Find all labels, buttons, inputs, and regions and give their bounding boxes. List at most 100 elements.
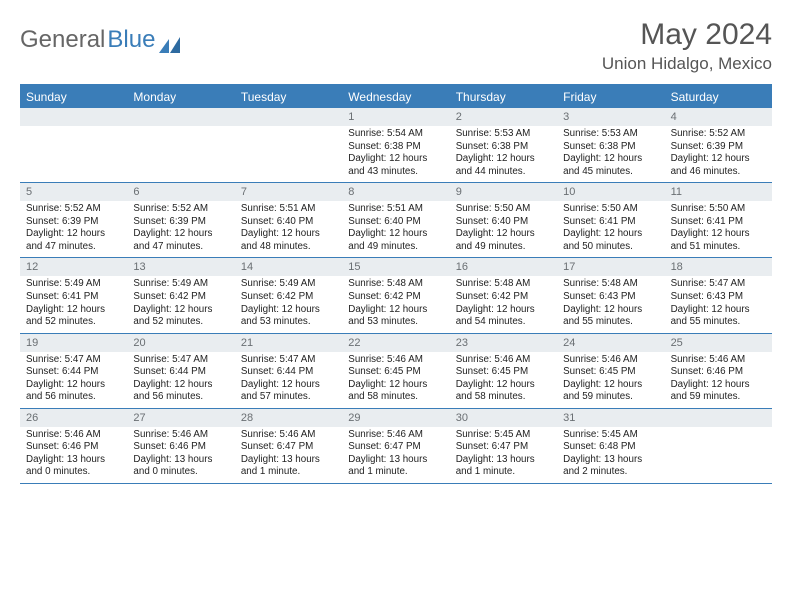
calendar-cell: 25Sunrise: 5:46 AMSunset: 6:46 PMDayligh… bbox=[665, 334, 772, 408]
sunset-line: Sunset: 6:39 PM bbox=[26, 216, 121, 229]
cell-body: Sunrise: 5:49 AMSunset: 6:42 PMDaylight:… bbox=[235, 276, 342, 332]
month-title: May 2024 bbox=[602, 18, 772, 52]
day-number: 21 bbox=[235, 334, 342, 352]
sunset-line: Sunset: 6:39 PM bbox=[133, 216, 228, 229]
daylight-line: Daylight: 12 hours and 46 minutes. bbox=[671, 153, 766, 178]
daylight-line: Daylight: 12 hours and 58 minutes. bbox=[348, 379, 443, 404]
daylight-line: Daylight: 12 hours and 57 minutes. bbox=[241, 379, 336, 404]
sunrise-line: Sunrise: 5:47 AM bbox=[26, 354, 121, 367]
calendar-cell: 16Sunrise: 5:48 AMSunset: 6:42 PMDayligh… bbox=[450, 258, 557, 332]
sunset-line: Sunset: 6:38 PM bbox=[456, 141, 551, 154]
day-number: 13 bbox=[127, 258, 234, 276]
cell-body: Sunrise: 5:48 AMSunset: 6:43 PMDaylight:… bbox=[557, 276, 664, 332]
sunrise-line: Sunrise: 5:46 AM bbox=[348, 429, 443, 442]
empty-daynum bbox=[127, 108, 234, 126]
cell-body: Sunrise: 5:46 AMSunset: 6:46 PMDaylight:… bbox=[20, 427, 127, 483]
calendar-cell: 12Sunrise: 5:49 AMSunset: 6:41 PMDayligh… bbox=[20, 258, 127, 332]
calendar-cell: 20Sunrise: 5:47 AMSunset: 6:44 PMDayligh… bbox=[127, 334, 234, 408]
day-header: Friday bbox=[557, 86, 664, 108]
daylight-line: Daylight: 12 hours and 48 minutes. bbox=[241, 228, 336, 253]
calendar-cell: 7Sunrise: 5:51 AMSunset: 6:40 PMDaylight… bbox=[235, 183, 342, 257]
daylight-line: Daylight: 12 hours and 59 minutes. bbox=[563, 379, 658, 404]
sunset-line: Sunset: 6:41 PM bbox=[26, 291, 121, 304]
cell-body: Sunrise: 5:46 AMSunset: 6:46 PMDaylight:… bbox=[127, 427, 234, 483]
day-number: 29 bbox=[342, 409, 449, 427]
sunrise-line: Sunrise: 5:48 AM bbox=[348, 278, 443, 291]
day-header: Saturday bbox=[665, 86, 772, 108]
title-block: May 2024 Union Hidalgo, Mexico bbox=[602, 18, 772, 74]
day-number: 30 bbox=[450, 409, 557, 427]
day-number: 17 bbox=[557, 258, 664, 276]
sunrise-line: Sunrise: 5:46 AM bbox=[456, 354, 551, 367]
calendar-cell: 3Sunrise: 5:53 AMSunset: 6:38 PMDaylight… bbox=[557, 108, 664, 182]
sunset-line: Sunset: 6:42 PM bbox=[241, 291, 336, 304]
cell-body: Sunrise: 5:46 AMSunset: 6:47 PMDaylight:… bbox=[235, 427, 342, 483]
brand-part2: Blue bbox=[107, 26, 155, 54]
day-number: 3 bbox=[557, 108, 664, 126]
sunset-line: Sunset: 6:40 PM bbox=[348, 216, 443, 229]
day-number: 16 bbox=[450, 258, 557, 276]
sunset-line: Sunset: 6:38 PM bbox=[563, 141, 658, 154]
sunrise-line: Sunrise: 5:47 AM bbox=[133, 354, 228, 367]
sunrise-line: Sunrise: 5:51 AM bbox=[348, 203, 443, 216]
day-number: 23 bbox=[450, 334, 557, 352]
daylight-line: Daylight: 12 hours and 55 minutes. bbox=[671, 304, 766, 329]
sunrise-line: Sunrise: 5:45 AM bbox=[563, 429, 658, 442]
sunset-line: Sunset: 6:42 PM bbox=[348, 291, 443, 304]
cell-body: Sunrise: 5:53 AMSunset: 6:38 PMDaylight:… bbox=[557, 126, 664, 182]
brand-part1: General bbox=[20, 26, 105, 54]
day-number: 28 bbox=[235, 409, 342, 427]
day-number: 5 bbox=[20, 183, 127, 201]
sunrise-line: Sunrise: 5:46 AM bbox=[348, 354, 443, 367]
sunset-line: Sunset: 6:40 PM bbox=[241, 216, 336, 229]
daylight-line: Daylight: 12 hours and 56 minutes. bbox=[26, 379, 121, 404]
sunrise-line: Sunrise: 5:46 AM bbox=[671, 354, 766, 367]
sunrise-line: Sunrise: 5:47 AM bbox=[671, 278, 766, 291]
cell-body: Sunrise: 5:51 AMSunset: 6:40 PMDaylight:… bbox=[235, 201, 342, 257]
sunrise-line: Sunrise: 5:53 AM bbox=[456, 128, 551, 141]
sunrise-line: Sunrise: 5:49 AM bbox=[241, 278, 336, 291]
day-number: 15 bbox=[342, 258, 449, 276]
daylight-line: Daylight: 12 hours and 58 minutes. bbox=[456, 379, 551, 404]
day-number: 20 bbox=[127, 334, 234, 352]
cell-body: Sunrise: 5:49 AMSunset: 6:41 PMDaylight:… bbox=[20, 276, 127, 332]
week-row: 12Sunrise: 5:49 AMSunset: 6:41 PMDayligh… bbox=[20, 258, 772, 333]
daylight-line: Daylight: 13 hours and 1 minute. bbox=[456, 454, 551, 479]
cell-body: Sunrise: 5:46 AMSunset: 6:45 PMDaylight:… bbox=[342, 352, 449, 408]
calendar-cell: 1Sunrise: 5:54 AMSunset: 6:38 PMDaylight… bbox=[342, 108, 449, 182]
empty-daynum bbox=[235, 108, 342, 126]
sunrise-line: Sunrise: 5:49 AM bbox=[133, 278, 228, 291]
sunrise-line: Sunrise: 5:50 AM bbox=[563, 203, 658, 216]
sunrise-line: Sunrise: 5:49 AM bbox=[26, 278, 121, 291]
day-number: 19 bbox=[20, 334, 127, 352]
sunset-line: Sunset: 6:41 PM bbox=[671, 216, 766, 229]
sunset-line: Sunset: 6:47 PM bbox=[348, 441, 443, 454]
day-number: 14 bbox=[235, 258, 342, 276]
calendar-cell: 11Sunrise: 5:50 AMSunset: 6:41 PMDayligh… bbox=[665, 183, 772, 257]
daylight-line: Daylight: 13 hours and 1 minute. bbox=[348, 454, 443, 479]
cell-body: Sunrise: 5:47 AMSunset: 6:44 PMDaylight:… bbox=[235, 352, 342, 408]
calendar-cell bbox=[127, 108, 234, 182]
sunset-line: Sunset: 6:48 PM bbox=[563, 441, 658, 454]
daylight-line: Daylight: 13 hours and 1 minute. bbox=[241, 454, 336, 479]
daylight-line: Daylight: 12 hours and 59 minutes. bbox=[671, 379, 766, 404]
calendar-cell: 17Sunrise: 5:48 AMSunset: 6:43 PMDayligh… bbox=[557, 258, 664, 332]
calendar-cell: 6Sunrise: 5:52 AMSunset: 6:39 PMDaylight… bbox=[127, 183, 234, 257]
sunrise-line: Sunrise: 5:50 AM bbox=[671, 203, 766, 216]
calendar-cell: 18Sunrise: 5:47 AMSunset: 6:43 PMDayligh… bbox=[665, 258, 772, 332]
empty-daynum bbox=[665, 409, 772, 427]
day-number: 7 bbox=[235, 183, 342, 201]
day-header: Thursday bbox=[450, 86, 557, 108]
sunrise-line: Sunrise: 5:52 AM bbox=[26, 203, 121, 216]
week-row: 1Sunrise: 5:54 AMSunset: 6:38 PMDaylight… bbox=[20, 108, 772, 183]
sunrise-line: Sunrise: 5:53 AM bbox=[563, 128, 658, 141]
daylight-line: Daylight: 12 hours and 47 minutes. bbox=[26, 228, 121, 253]
calendar-cell bbox=[235, 108, 342, 182]
week-row: 26Sunrise: 5:46 AMSunset: 6:46 PMDayligh… bbox=[20, 409, 772, 484]
daylight-line: Daylight: 12 hours and 43 minutes. bbox=[348, 153, 443, 178]
daylight-line: Daylight: 12 hours and 44 minutes. bbox=[456, 153, 551, 178]
sunset-line: Sunset: 6:43 PM bbox=[671, 291, 766, 304]
day-number: 24 bbox=[557, 334, 664, 352]
cell-body: Sunrise: 5:48 AMSunset: 6:42 PMDaylight:… bbox=[342, 276, 449, 332]
daylight-line: Daylight: 12 hours and 52 minutes. bbox=[26, 304, 121, 329]
